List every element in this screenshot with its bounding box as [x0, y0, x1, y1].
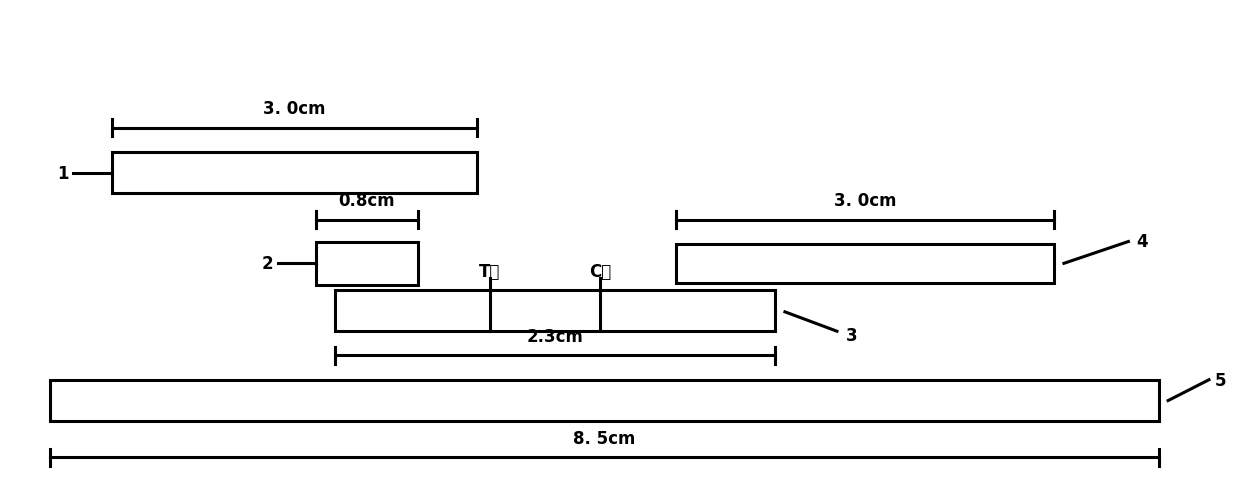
Text: T线: T线 [479, 262, 501, 280]
Text: 2.3cm: 2.3cm [527, 327, 583, 345]
Bar [316, 242, 418, 286]
Text: 5: 5 [1215, 371, 1226, 389]
Text: 8. 5cm: 8. 5cm [573, 429, 636, 447]
Text: 4: 4 [1136, 233, 1147, 251]
Bar [335, 290, 775, 332]
Text: 2: 2 [262, 255, 273, 273]
Text: 3. 0cm: 3. 0cm [263, 100, 326, 118]
Text: 1: 1 [57, 164, 68, 182]
Text: 0.8cm: 0.8cm [339, 192, 396, 210]
Bar [676, 244, 1054, 283]
Text: 3: 3 [846, 326, 857, 344]
Bar [50, 380, 1159, 421]
Text: 3. 0cm: 3. 0cm [833, 192, 897, 210]
Bar [112, 152, 477, 194]
Text: C线: C线 [589, 262, 611, 280]
